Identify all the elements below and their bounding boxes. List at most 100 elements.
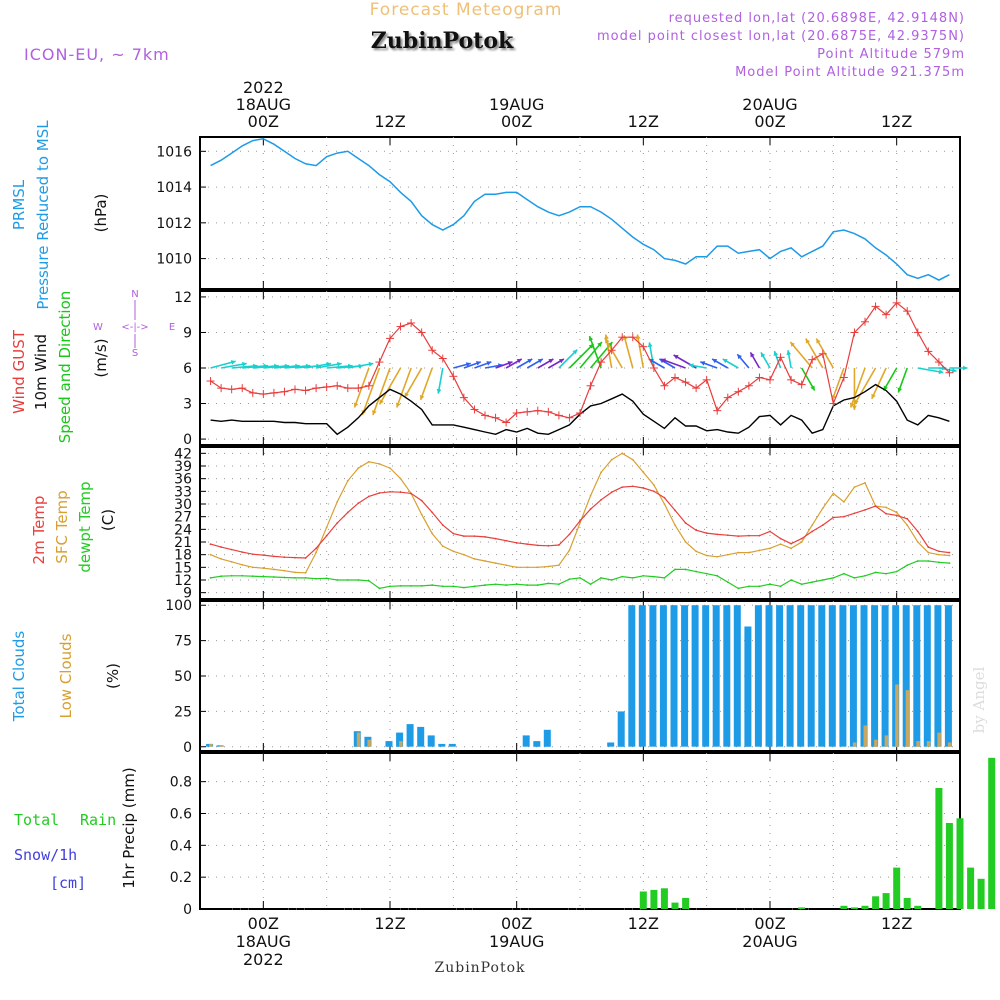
bottom-time-label: 00Z	[754, 914, 785, 933]
gust-point	[586, 381, 595, 390]
temp-point	[325, 526, 328, 529]
temp-point	[294, 571, 296, 574]
total-cloud-bar	[818, 605, 826, 747]
gust-point	[554, 411, 563, 420]
temp-point	[726, 581, 729, 584]
temp-point	[304, 557, 307, 559]
top-time-label: 12Z	[628, 112, 659, 131]
total-cloud-bar	[797, 605, 805, 747]
wind-arrow-head	[604, 334, 609, 340]
y-tick-label: 50	[174, 669, 192, 685]
wind-arrow-head	[810, 385, 815, 391]
temp-point	[642, 574, 645, 577]
temp-point	[906, 524, 909, 527]
temp-point	[294, 576, 296, 579]
gust-point	[502, 418, 511, 427]
temp-point	[589, 508, 592, 510]
low-cloud-bar	[947, 742, 952, 747]
top-time-label: 19AUG	[489, 95, 544, 114]
wind-arrow-head	[951, 368, 957, 373]
gust-point	[333, 381, 342, 390]
temp-point	[737, 535, 740, 537]
temp-point	[367, 579, 370, 582]
temp-point	[441, 585, 444, 588]
precip-bar	[945, 823, 953, 909]
gust-point	[206, 377, 215, 386]
temp-point	[864, 481, 866, 484]
temp-point	[716, 574, 719, 577]
y-tick-label: 75	[174, 634, 192, 650]
temp-point	[399, 491, 402, 494]
total-cloud-bar	[923, 605, 931, 747]
temp-point	[695, 550, 698, 553]
total-cloud-bar	[427, 735, 435, 747]
total-cloud-bar	[438, 743, 446, 747]
temp-point	[895, 511, 898, 514]
wind-arrow-head	[516, 359, 522, 364]
cloud-panel: 0 25 50 75 100	[165, 598, 961, 756]
wind-arrow-head	[737, 354, 742, 360]
temp-point	[230, 560, 233, 563]
total-cloud-bar	[881, 605, 889, 747]
label-dewpt-temp: dewpt Temp	[76, 481, 94, 572]
temp-point	[621, 452, 624, 455]
gust-point	[850, 328, 859, 337]
temp-point	[272, 568, 275, 571]
gust-point	[259, 390, 268, 399]
y-tick-label: 27	[174, 510, 192, 526]
temp-point	[695, 570, 698, 573]
panel-frame	[199, 752, 961, 910]
precip-bar	[956, 818, 964, 909]
label-sfc-temp: SFC Temp	[53, 490, 71, 563]
temp-point	[927, 546, 930, 548]
low-cloud-bar	[399, 741, 403, 747]
total-cloud-bar	[670, 605, 678, 747]
temp-point	[790, 542, 793, 545]
total-cloud-bar	[828, 605, 836, 747]
temp-point	[357, 502, 360, 505]
temp-point	[220, 557, 223, 560]
temp-point	[579, 522, 581, 524]
panel-frame	[199, 136, 961, 290]
total-cloud-bar	[522, 735, 530, 747]
temp-point	[557, 564, 560, 567]
label-speed-direction: Speed and Direction	[56, 291, 74, 444]
temp-point	[547, 582, 550, 585]
y-tick-label: 9	[183, 325, 192, 341]
temp-point	[399, 477, 402, 480]
temp-point	[484, 584, 486, 586]
bottom-time-label: 00Z	[501, 914, 532, 933]
temp-point	[462, 535, 465, 537]
wind-arrow-head	[337, 361, 342, 367]
temp-point	[420, 585, 423, 587]
station-title: ZubinPotok	[371, 28, 514, 54]
total-cloud-bar	[396, 732, 404, 747]
gust-point	[924, 347, 933, 356]
temp-point	[642, 471, 645, 474]
gust-point	[523, 407, 532, 416]
precip-bar	[798, 907, 806, 909]
wind-arrow-head	[486, 361, 492, 366]
wind-arrow	[849, 367, 866, 408]
temp-point	[526, 566, 529, 569]
top-time-label: 18AUG	[236, 95, 291, 114]
temp-point	[674, 524, 676, 527]
gust-point	[438, 354, 447, 363]
wind-arrow-head	[597, 342, 602, 347]
label-prmsl: PRMSL	[10, 179, 28, 230]
temp-point	[832, 492, 835, 495]
gust-point	[755, 373, 764, 382]
gust-point	[628, 333, 637, 342]
temp-point	[927, 560, 930, 562]
temp-point	[747, 585, 750, 588]
temp-point	[821, 507, 824, 510]
total-cloud-bar	[533, 741, 541, 747]
wind-arrow-head	[548, 359, 554, 364]
total-cloud-bar	[839, 605, 847, 747]
watermark: by Angel	[970, 666, 988, 733]
temp-point	[547, 565, 550, 568]
temp-point	[209, 543, 212, 546]
temp-point	[853, 512, 856, 515]
temp-point	[927, 551, 930, 554]
